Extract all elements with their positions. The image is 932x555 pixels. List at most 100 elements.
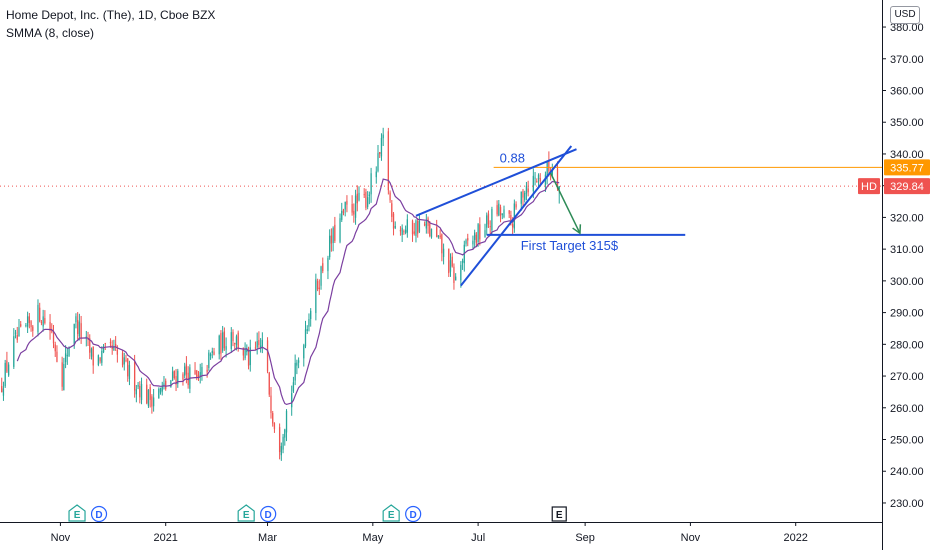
candle-body [437, 235, 440, 238]
candle-body [536, 181, 538, 183]
candle-body [2, 388, 5, 396]
candle-body [66, 355, 68, 357]
candle-body [403, 231, 405, 233]
candle-body [341, 211, 343, 220]
candle-body [306, 329, 308, 331]
candle-body [548, 160, 550, 171]
candle-body [304, 329, 307, 347]
level-price-label-bg [884, 159, 930, 176]
candle-body [353, 210, 355, 215]
candle-body [244, 348, 246, 359]
annotations: 0.88 First Target 315$ [0, 145, 882, 287]
candle-body [259, 345, 262, 349]
candle-body [496, 205, 498, 215]
candle-body [310, 310, 312, 320]
candle-body [418, 220, 421, 232]
dividend-marker [405, 505, 422, 523]
symbol-tag: HD [861, 181, 877, 193]
candle-body [280, 446, 282, 456]
candle-body [389, 192, 391, 201]
earnings-marker [551, 506, 567, 522]
candle-body [175, 376, 177, 385]
candle-body [237, 332, 239, 349]
candle-body [451, 256, 453, 267]
y-tick-label: 280.00 [890, 339, 924, 351]
currency-button[interactable]: USD [890, 6, 920, 24]
candle-body [146, 384, 148, 404]
candle-body [382, 134, 384, 139]
candle-body [292, 382, 295, 392]
level-price-label: 335.77 [890, 162, 924, 174]
y-tick-label: 270.00 [890, 371, 924, 383]
candle-body [291, 393, 293, 408]
symbol-tag-bg [858, 178, 880, 195]
legend-title[interactable]: Home Depot, Inc. (The), 1D, Cboe BZX [6, 8, 216, 22]
candle-body [182, 374, 184, 380]
dividend-marker-label: D [95, 510, 102, 521]
dividend-marker-label: D [410, 510, 417, 521]
candle-body [489, 226, 491, 228]
x-tick-label: Nov [51, 532, 71, 544]
candle-body [515, 204, 517, 208]
candle-body [246, 347, 248, 353]
y-tick-label: 240.00 [890, 466, 924, 478]
earnings-marker [382, 504, 400, 522]
candle-body [222, 332, 224, 351]
candle-body [102, 346, 105, 353]
candle-body [199, 372, 201, 377]
candle-body [30, 321, 32, 328]
candle-body [165, 380, 167, 389]
candle-body [101, 350, 103, 363]
candle-body [39, 307, 41, 322]
candle-body [97, 355, 100, 366]
candle-body [113, 346, 115, 351]
candle-body [209, 353, 212, 357]
x-tick-label: Mar [258, 532, 277, 544]
x-tick-label: 2021 [153, 532, 177, 544]
candle-body [282, 436, 284, 450]
legend-indicator[interactable]: SMMA (8, close) [6, 26, 95, 40]
candle-body [104, 343, 106, 345]
candle-body [511, 224, 514, 228]
candle-body [135, 389, 138, 395]
candle-body [344, 201, 346, 210]
candle-body [453, 266, 455, 283]
candle-body [26, 316, 29, 327]
candle-body [486, 215, 488, 228]
earnings-marker [68, 504, 86, 522]
y-tick-label: 320.00 [890, 212, 924, 224]
candle-body [197, 374, 200, 378]
candle-body [401, 227, 403, 235]
x-tick-label: Jul [471, 532, 485, 544]
candle-body [127, 358, 129, 377]
candle-body [406, 219, 408, 233]
candle-body [342, 209, 345, 213]
candle-body [413, 231, 415, 234]
candle-body [99, 357, 101, 362]
candle-body [294, 362, 296, 381]
candle-body [223, 331, 226, 349]
candle-body [430, 228, 433, 238]
candle-body [285, 410, 288, 433]
price-axis-bg [882, 0, 932, 550]
candle-body [375, 171, 377, 178]
candle-body [152, 397, 155, 407]
candle-body [472, 240, 474, 245]
candle-body [114, 343, 117, 348]
candle-body [449, 260, 452, 272]
candle-body [230, 332, 232, 349]
candle-body [194, 370, 196, 374]
x-tick-label: May [362, 532, 383, 544]
level-label: 0.88 [500, 150, 525, 165]
y-tick-label: 350.00 [890, 117, 924, 129]
candle-body [491, 209, 493, 231]
y-tick-label: 310.00 [890, 244, 924, 256]
candle-body [13, 336, 15, 367]
candle-body [1, 386, 3, 393]
candle-body [139, 385, 141, 398]
candle-body [63, 364, 65, 391]
legend: Home Depot, Inc. (The), 1D, Cboe BZX SMM… [6, 6, 215, 42]
dividend-marker-label: D [265, 510, 272, 521]
